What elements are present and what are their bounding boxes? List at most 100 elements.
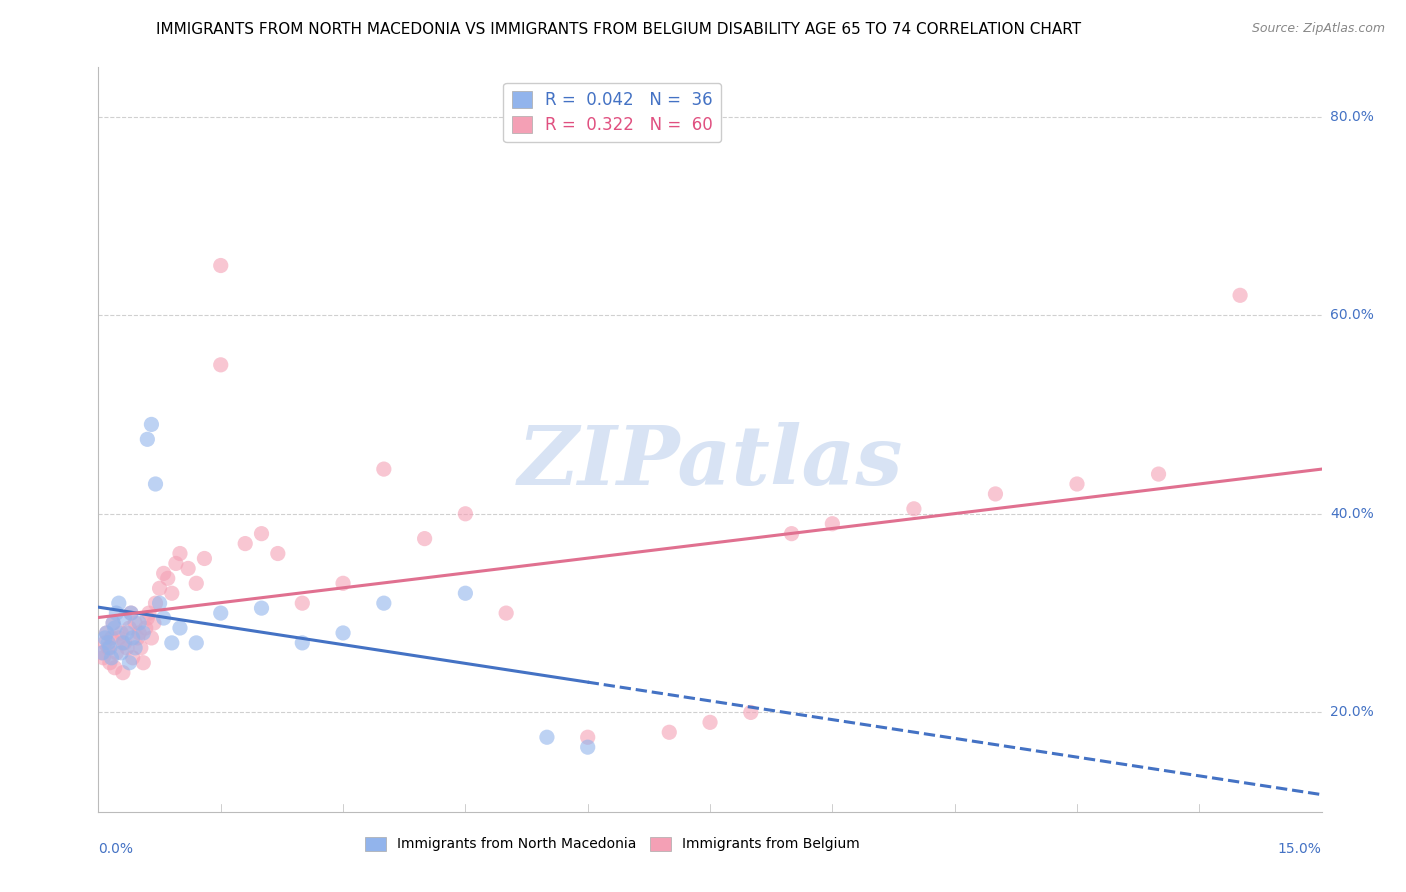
Point — [118, 621, 141, 635]
Point — [165, 557, 187, 571]
Point — [145, 477, 167, 491]
Point — [124, 640, 146, 655]
Point — [1147, 467, 1170, 481]
Point — [576, 740, 599, 755]
Legend: Immigrants from North Macedonia, Immigrants from Belgium: Immigrants from North Macedonia, Immigra… — [359, 831, 865, 857]
Point — [156, 571, 179, 585]
Point — [124, 615, 146, 630]
Point — [169, 547, 191, 561]
Point — [91, 646, 114, 660]
Point — [454, 507, 477, 521]
Text: 0.0%: 0.0% — [98, 842, 134, 856]
Point — [250, 601, 273, 615]
Text: 60.0%: 60.0% — [1330, 308, 1374, 322]
Point — [984, 487, 1007, 501]
Point — [105, 606, 128, 620]
Point — [454, 586, 477, 600]
Point — [145, 596, 167, 610]
Point — [100, 631, 122, 645]
Point — [160, 636, 183, 650]
Point — [413, 532, 436, 546]
Point — [149, 596, 172, 610]
Point — [291, 596, 314, 610]
Point — [120, 606, 142, 620]
Point — [94, 636, 117, 650]
Point — [100, 650, 122, 665]
Point — [149, 582, 172, 596]
Point — [121, 650, 143, 665]
Point — [536, 730, 558, 744]
Point — [233, 536, 256, 550]
Text: IMMIGRANTS FROM NORTH MACEDONIA VS IMMIGRANTS FROM BELGIUM DISABILITY AGE 65 TO : IMMIGRANTS FROM NORTH MACEDONIA VS IMMIG… — [156, 22, 1081, 37]
Point — [98, 640, 121, 655]
Point — [127, 631, 149, 645]
Point — [141, 417, 163, 432]
Point — [132, 656, 155, 670]
Point — [90, 646, 112, 660]
Text: 40.0%: 40.0% — [1330, 507, 1374, 521]
Text: ZIPatlas: ZIPatlas — [517, 422, 903, 501]
Point — [129, 640, 152, 655]
Point — [91, 650, 114, 665]
Text: Source: ZipAtlas.com: Source: ZipAtlas.com — [1251, 22, 1385, 36]
Point — [142, 615, 165, 630]
Point — [98, 656, 121, 670]
Point — [186, 576, 208, 591]
Point — [96, 626, 118, 640]
Point — [138, 606, 160, 620]
Point — [128, 615, 150, 630]
Point — [110, 646, 132, 660]
Point — [105, 646, 128, 660]
Point — [135, 621, 157, 635]
Point — [120, 606, 142, 620]
Point — [114, 636, 136, 650]
Point — [111, 636, 134, 650]
Point — [101, 615, 124, 630]
Point — [373, 596, 395, 610]
Point — [160, 586, 183, 600]
Point — [291, 636, 314, 650]
Point — [332, 626, 354, 640]
Point — [1066, 477, 1088, 491]
Point — [104, 621, 127, 635]
Point — [110, 626, 132, 640]
Point — [136, 611, 159, 625]
Point — [1229, 288, 1251, 302]
Point — [152, 566, 174, 581]
Point — [193, 551, 215, 566]
Point — [332, 576, 354, 591]
Point — [267, 547, 290, 561]
Point — [169, 621, 191, 635]
Point — [132, 626, 155, 640]
Point — [97, 640, 120, 655]
Text: 15.0%: 15.0% — [1278, 842, 1322, 856]
Point — [128, 626, 150, 640]
Point — [141, 631, 163, 645]
Point — [136, 433, 159, 447]
Point — [152, 611, 174, 625]
Point — [101, 615, 124, 630]
Point — [96, 626, 118, 640]
Point — [108, 631, 131, 645]
Point — [115, 626, 138, 640]
Point — [94, 631, 117, 645]
Point — [780, 526, 803, 541]
Point — [118, 656, 141, 670]
Point — [903, 501, 925, 516]
Point — [740, 706, 762, 720]
Point — [104, 661, 127, 675]
Point — [121, 631, 143, 645]
Point — [108, 596, 131, 610]
Point — [177, 561, 200, 575]
Point — [115, 640, 138, 655]
Point — [658, 725, 681, 739]
Point — [111, 665, 134, 680]
Point — [821, 516, 844, 531]
Point — [114, 611, 136, 625]
Text: 20.0%: 20.0% — [1330, 706, 1374, 720]
Point — [186, 636, 208, 650]
Point — [209, 259, 232, 273]
Point — [495, 606, 517, 620]
Point — [576, 730, 599, 744]
Text: 80.0%: 80.0% — [1330, 110, 1374, 124]
